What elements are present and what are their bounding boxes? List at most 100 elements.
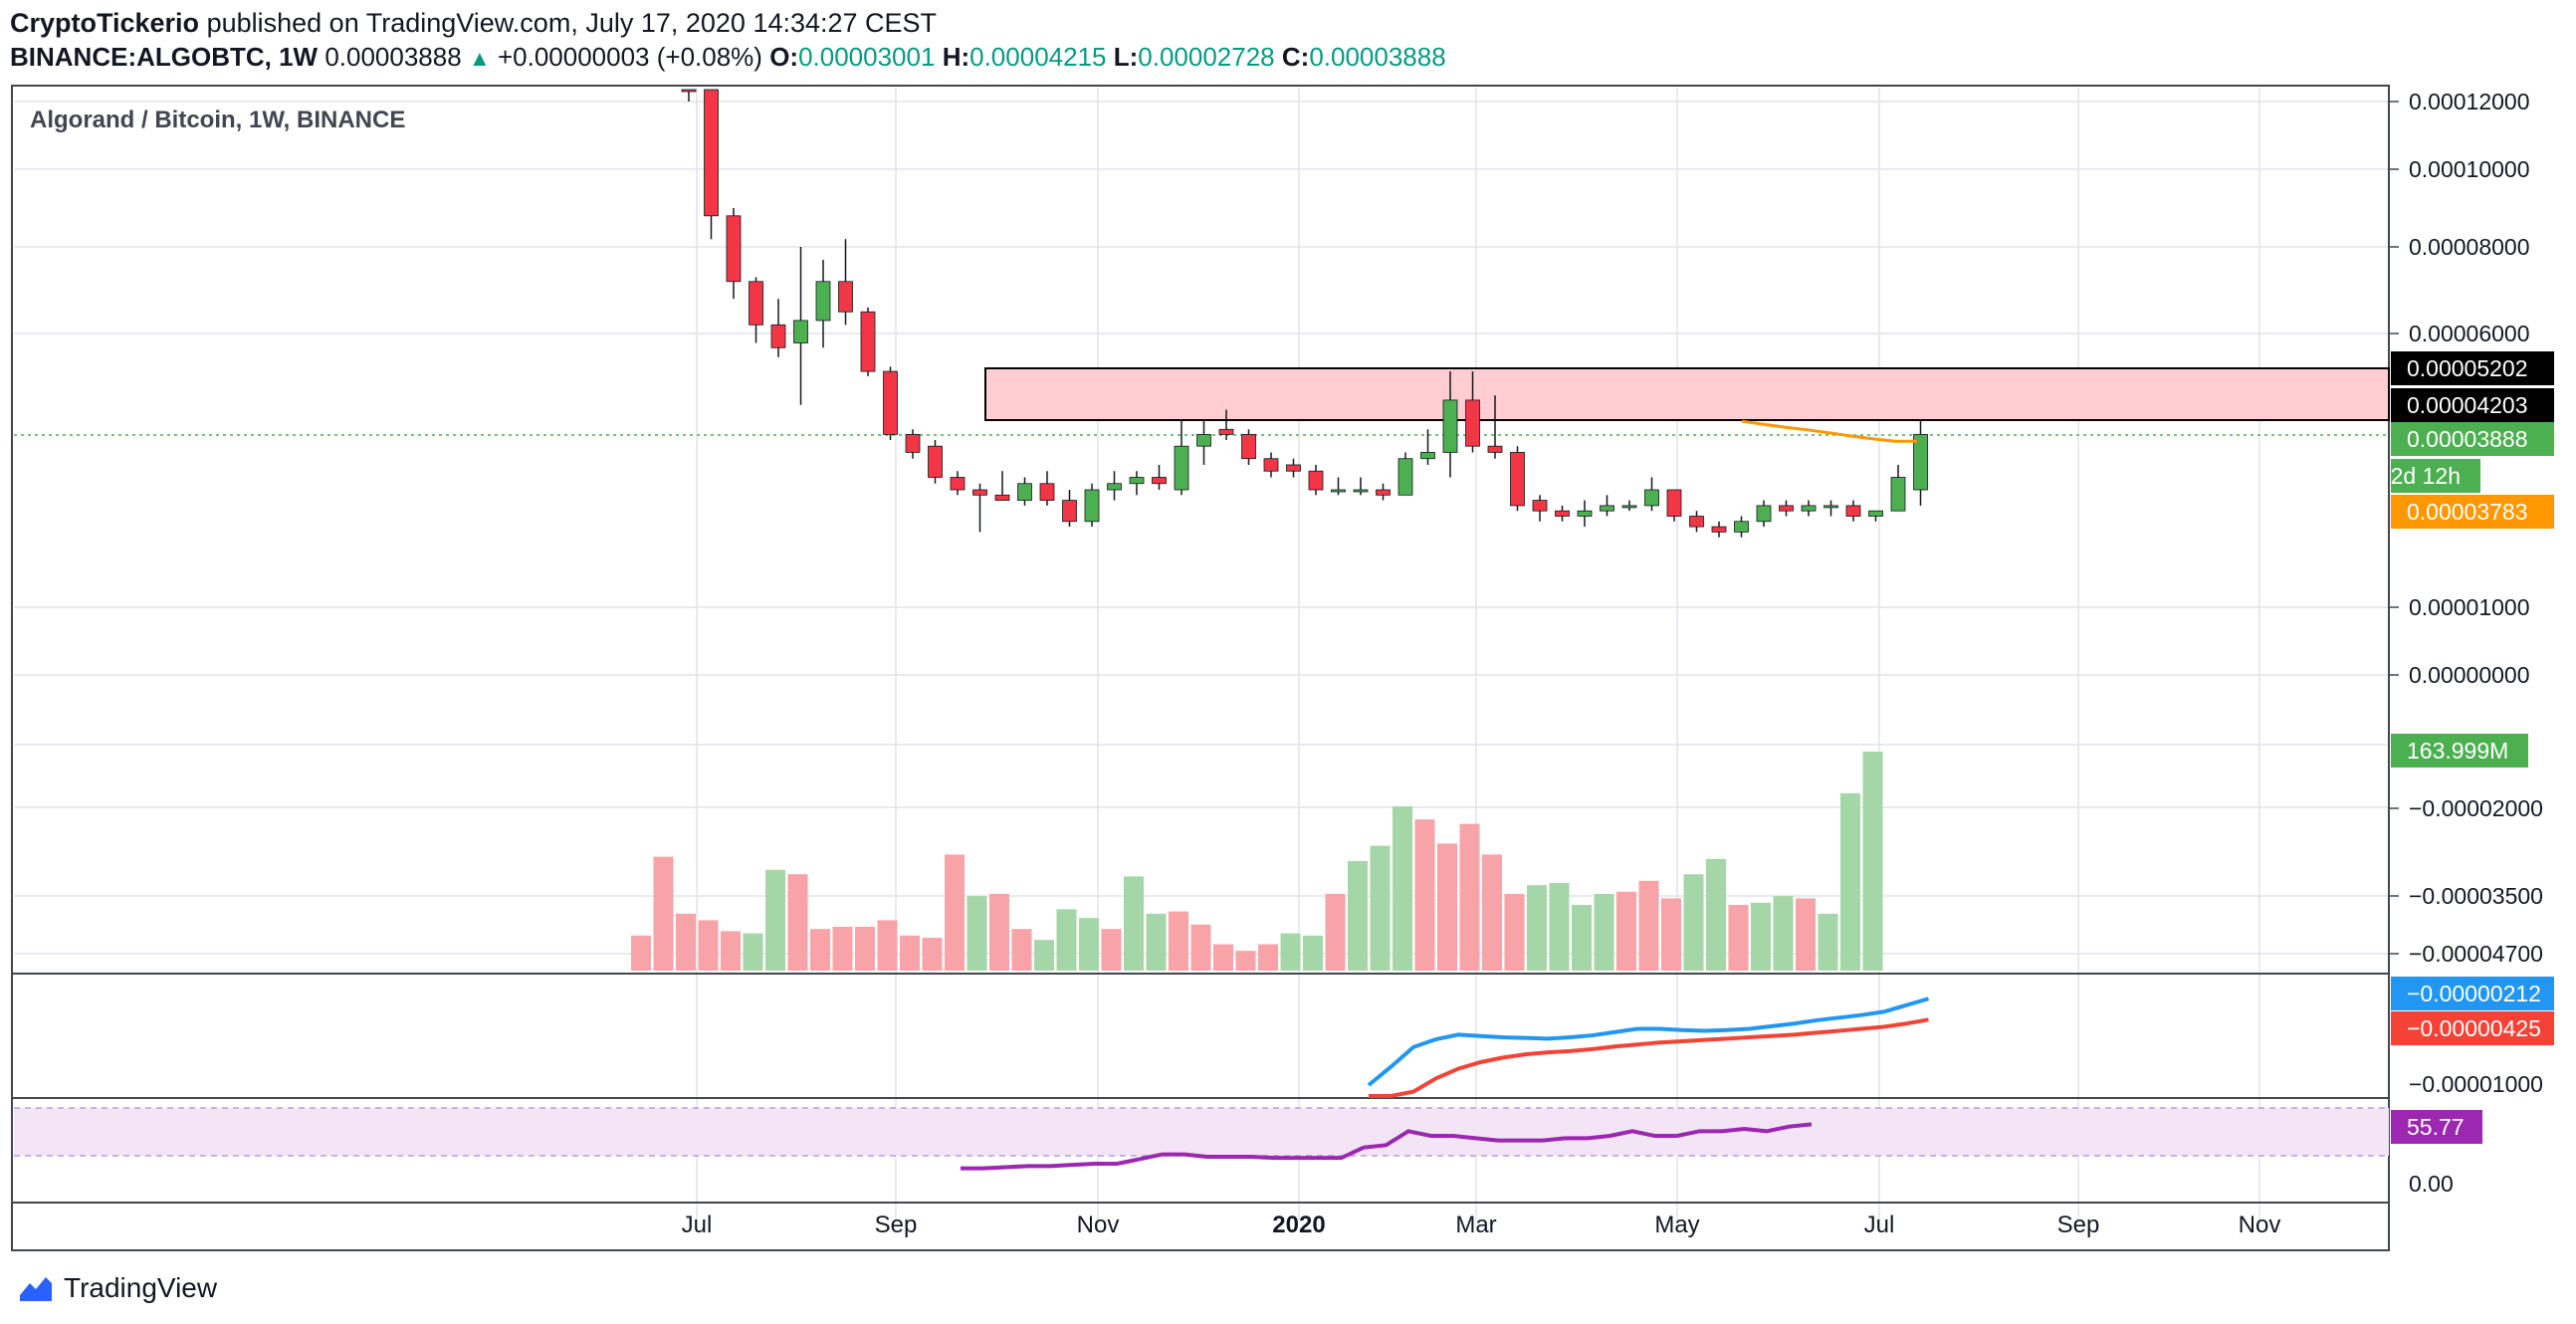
candle-up <box>1824 505 1838 509</box>
candle-up <box>1890 477 1906 512</box>
candle-up <box>1420 452 1435 460</box>
volume-bar <box>1393 806 1412 971</box>
volume-bar <box>1258 944 1278 971</box>
volume-bar <box>653 856 674 971</box>
price-badge <box>2391 422 2554 456</box>
candle-up <box>1621 505 1637 509</box>
volume-bar <box>1213 944 1233 971</box>
candle-down <box>950 477 966 491</box>
volume-bar <box>1011 929 1032 971</box>
candle-down <box>1039 483 1055 501</box>
candle-up <box>1174 445 1189 491</box>
volume-bar <box>698 920 719 971</box>
price-badge-text: 0.00005202 <box>2407 355 2528 381</box>
low-value: 0.00002728 <box>1138 42 1275 72</box>
volume-bar <box>877 920 898 971</box>
volume-bar <box>1796 898 1816 971</box>
candle-down <box>972 489 987 496</box>
volume-bar <box>1549 883 1570 971</box>
candle-down <box>1487 445 1503 453</box>
volume-bar <box>1594 894 1614 971</box>
volume-bar <box>922 938 943 971</box>
x-tick-label: Nov <box>1077 1212 1120 1238</box>
price-badge-text: 0.00003783 <box>2407 499 2528 525</box>
candle-up <box>1397 458 1413 496</box>
volume-bar <box>989 894 1009 971</box>
volume-bar <box>1034 940 1054 971</box>
rsi-band <box>14 1108 2389 1156</box>
candle-down <box>1510 452 1525 507</box>
candle-down <box>704 89 719 217</box>
volume-bar <box>966 896 987 971</box>
candle-up <box>1331 489 1346 493</box>
volume-bar <box>1146 913 1167 971</box>
x-tick-label: Mar <box>1455 1212 1496 1238</box>
up-triangle-icon: ▲ <box>468 46 491 71</box>
symbol-label: BINANCE:ALGOBTC, 1W <box>10 42 319 72</box>
candle-up <box>1129 477 1145 485</box>
rsi-line <box>961 1122 1813 1171</box>
volume-bar <box>1862 752 1883 971</box>
volume-bar <box>765 869 785 971</box>
low-label: L: <box>1113 42 1139 72</box>
candle-up <box>1107 483 1122 491</box>
price-badge <box>2391 459 2480 493</box>
rsi-badge <box>2391 1110 2482 1144</box>
price-badge <box>2391 388 2554 422</box>
footer-brand[interactable]: TradingView <box>18 1272 217 1304</box>
price-axis-label: 0.00001000 <box>2409 594 2530 620</box>
candle-down <box>1666 489 1682 517</box>
volume-bar <box>1773 896 1794 971</box>
volume-bar <box>1280 933 1301 971</box>
volume-bar <box>743 933 763 971</box>
candle-down <box>1286 464 1301 472</box>
volume-bar <box>1124 876 1144 971</box>
candle-up <box>1353 489 1369 493</box>
candle-down <box>1711 526 1727 533</box>
candle-down <box>1152 477 1167 485</box>
candle-down <box>1465 399 1480 447</box>
volume-bar <box>1325 894 1346 971</box>
volume-bar <box>1706 858 1726 971</box>
candle-up <box>1600 505 1614 512</box>
candle-down <box>749 281 763 326</box>
candle-down <box>1241 433 1256 460</box>
volume-bar <box>1818 913 1838 971</box>
candle-down <box>838 281 853 313</box>
volume-bar <box>1370 845 1391 971</box>
volume-bar <box>945 854 965 971</box>
ohlc-legend: BINANCE:ALGOBTC, 1W 0.00003888 ▲ +0.0000… <box>10 42 1446 73</box>
publisher-name: CryptoTickerio <box>10 8 200 38</box>
candle-up <box>1756 505 1772 523</box>
candle-up <box>1801 505 1817 512</box>
price-change: +0.00000003 (+0.08%) <box>497 42 762 72</box>
high-value: 0.00004215 <box>969 42 1107 72</box>
macd-badge <box>2391 977 2554 1010</box>
candle-down <box>1218 428 1234 435</box>
volume-bar <box>832 927 853 971</box>
volume-bar <box>1572 905 1592 971</box>
volume-bar <box>1101 929 1122 971</box>
chart-title: Algorand / Bitcoin, 1W, BINANCE <box>30 107 405 133</box>
volume-bar <box>676 913 696 971</box>
macd-badge-text: −0.00000212 <box>2407 981 2541 1006</box>
candle-down <box>1376 489 1391 496</box>
candle-down <box>994 494 1010 501</box>
macd-badge <box>2391 1011 2554 1045</box>
candle-up <box>1734 521 1749 533</box>
price-badge-text: 0.00004203 <box>2407 392 2528 418</box>
candle-up <box>1577 510 1593 517</box>
macd-badge-text: −0.00000425 <box>2407 1015 2541 1041</box>
volume-bar <box>1235 951 1256 971</box>
candle-down <box>1532 500 1548 512</box>
x-tick-label: May <box>1654 1212 1699 1238</box>
candle-up <box>815 281 831 322</box>
candle-down <box>1062 500 1077 523</box>
volume-bar <box>1482 854 1502 971</box>
volume-bar <box>1683 874 1704 971</box>
candle-up <box>1017 483 1032 501</box>
candle-down <box>1689 516 1704 528</box>
price-axis-label: −0.00003500 <box>2409 883 2543 909</box>
candle-down <box>726 215 742 283</box>
